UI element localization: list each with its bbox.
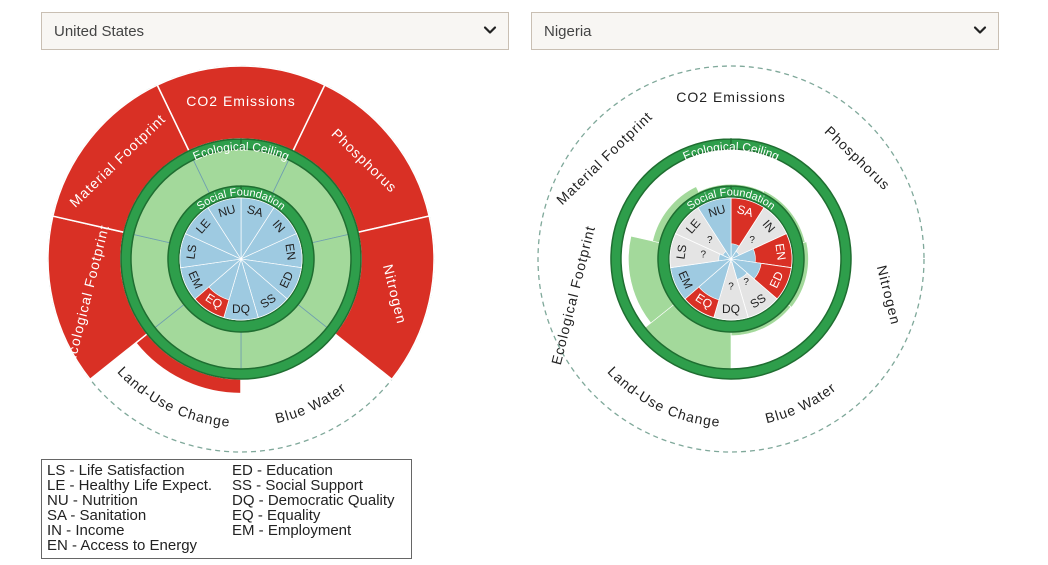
social-label-NU: NU bbox=[707, 202, 728, 220]
country-select-left-value: United States bbox=[54, 22, 145, 40]
unknown-mark: ? bbox=[749, 235, 755, 246]
eco-label-phos: Phosphorus bbox=[822, 123, 894, 193]
social-label-ED: ED bbox=[767, 269, 787, 290]
legend-item: ED - Education bbox=[232, 462, 333, 479]
legend-item: EQ - Equality bbox=[232, 507, 321, 524]
social-achieved-NU bbox=[207, 197, 242, 261]
social-foundation-ring bbox=[657, 185, 805, 333]
social-achieved-NU bbox=[697, 197, 732, 261]
eco-label-eco: Ecological Footprint bbox=[548, 224, 598, 367]
legend-item: LS - Life Satisfaction bbox=[47, 462, 185, 479]
eco-label-nitro: Nitrogen bbox=[874, 264, 904, 327]
social-label-LS: LS bbox=[184, 244, 200, 261]
outer-boundary bbox=[537, 65, 925, 453]
social-label-DQ: DQ bbox=[722, 302, 740, 316]
social-label-SA: SA bbox=[245, 202, 264, 220]
country-select-right[interactable]: Nigeria bbox=[531, 12, 999, 50]
legend-item: DQ - Democratic Quality bbox=[232, 492, 395, 509]
legend-item: SA - Sanitation bbox=[47, 507, 147, 524]
unknown-mark: ? bbox=[707, 235, 713, 246]
social-label-EM: EM bbox=[185, 269, 205, 291]
social-label-EN: EN bbox=[772, 243, 788, 261]
legend-item: NU - Nutrition bbox=[47, 492, 138, 509]
eco-label-water: Blue Water bbox=[764, 379, 839, 426]
social-label-LS: LS bbox=[674, 244, 690, 261]
social-label-EM: EM bbox=[675, 269, 695, 291]
social-foundation-ring bbox=[167, 185, 315, 333]
legend-item: EN - Access to Energy bbox=[47, 537, 198, 554]
chevron-down-icon bbox=[973, 26, 987, 34]
social-label-ED: ED bbox=[277, 269, 297, 290]
social-label-NU: NU bbox=[217, 202, 238, 220]
social-label-EN: EN bbox=[282, 243, 298, 261]
legend-item: IN - Income bbox=[47, 522, 125, 539]
legend-item: EM - Employment bbox=[232, 522, 352, 539]
legend-item: LE - Healthy Life Expect. bbox=[47, 477, 213, 494]
ecological-ceiling-ring bbox=[610, 138, 852, 380]
eco-label-water: Blue Water bbox=[274, 379, 349, 426]
social-label-DQ: DQ bbox=[232, 302, 250, 316]
eco-label-co2: CO2 Emissions bbox=[186, 93, 295, 109]
country-select-right-value: Nigeria bbox=[544, 22, 592, 40]
ecological-ceiling-label: Ecological Ceiling bbox=[681, 139, 782, 163]
legend: LS - Life Satisfaction LE - Healthy Life… bbox=[41, 459, 412, 559]
legend-column-2: ED - Education SS - Social Support DQ - … bbox=[232, 463, 395, 555]
unknown-mark: ? bbox=[743, 277, 749, 288]
unknown-mark: ? bbox=[701, 250, 707, 261]
unknown-mark: ? bbox=[728, 282, 734, 293]
legend-column-1: LS - Life Satisfaction LE - Healthy Life… bbox=[47, 463, 232, 555]
legend-item: SS - Social Support bbox=[232, 477, 363, 494]
country-select-left[interactable]: United States bbox=[41, 12, 509, 50]
social-label-SA: SA bbox=[735, 202, 754, 220]
chevron-down-icon bbox=[483, 26, 497, 34]
eco-label-co2: CO2 Emissions bbox=[676, 89, 785, 105]
ecological-ceiling-ring bbox=[120, 138, 362, 380]
